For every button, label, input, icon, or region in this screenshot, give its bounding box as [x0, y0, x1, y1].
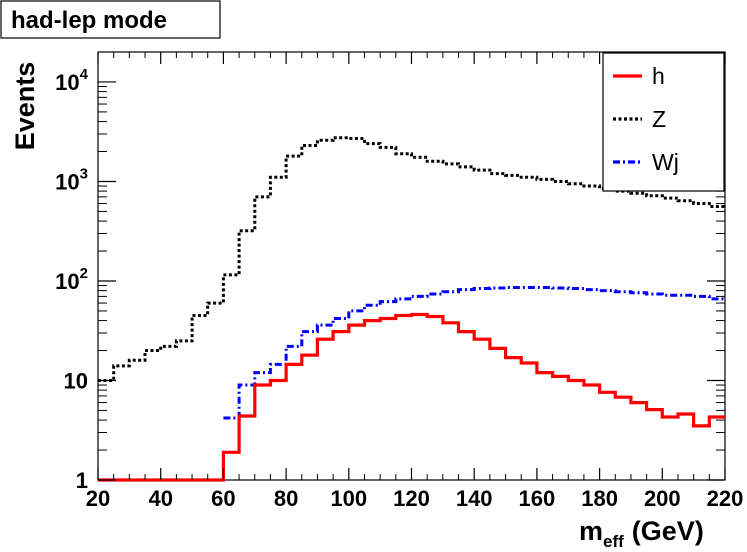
chart-title: had-lep mode — [11, 7, 167, 34]
y-tick-label: 104 — [55, 66, 88, 95]
series-line-wj — [223, 286, 725, 420]
x-tick-label: 40 — [148, 486, 172, 511]
x-tick-label: 100 — [330, 486, 367, 511]
y-axis-ticks: 1 10 102 103 104 — [55, 66, 725, 493]
legend: hZ Wj — [613, 63, 679, 175]
legend-label-z: Z — [652, 106, 666, 132]
x-tick-label: 80 — [274, 486, 298, 511]
x-tick-label: 180 — [581, 486, 618, 511]
x-tick-label: 220 — [707, 486, 744, 511]
y-tick-label: 10 — [64, 368, 88, 393]
x-tick-label: 20 — [86, 486, 110, 511]
title-box — [0, 0, 221, 39]
legend-label-wj: Wj — [652, 149, 679, 175]
x-tick-label: 120 — [393, 486, 430, 511]
y-axis-label: Events — [10, 62, 40, 151]
x-axis-label-main: m — [579, 516, 603, 546]
y-tick-label: 102 — [55, 265, 88, 294]
x-tick-label: 140 — [456, 486, 493, 511]
series-line-z — [98, 136, 725, 382]
y-tick-label: 1 — [76, 468, 88, 493]
x-tick-label: 200 — [644, 486, 681, 511]
series-line-h — [98, 312, 725, 482]
x-axis-label-sub: eff — [603, 532, 624, 547]
series-layer — [98, 136, 725, 482]
legend-label-h: h — [652, 63, 665, 89]
x-axis-label: meff (GeV) — [579, 516, 704, 547]
legend-box — [602, 52, 725, 192]
x-tick-label: 60 — [211, 486, 235, 511]
x-axis-ticks: 20 40 60 80 100 120 140 160 180 200 220 — [86, 52, 744, 511]
y-tick-label: 103 — [55, 165, 88, 194]
x-tick-label: 160 — [519, 486, 556, 511]
x-axis-label-unit: (GeV) — [632, 516, 704, 546]
